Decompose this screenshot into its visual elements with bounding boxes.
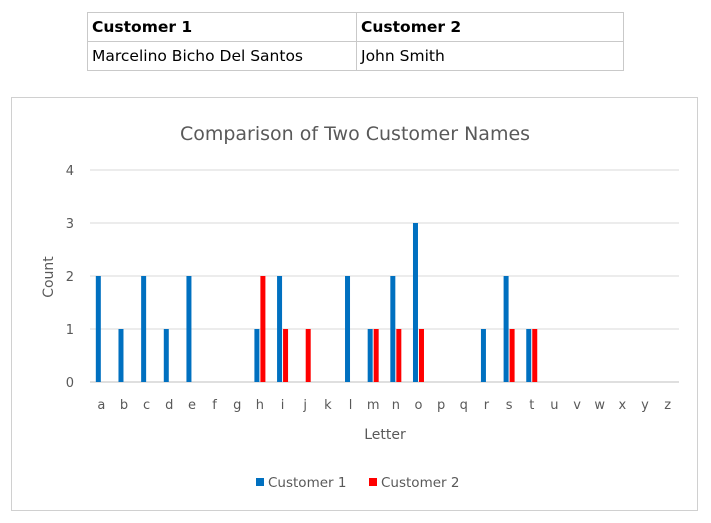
bar-customer-2-i xyxy=(283,329,289,382)
legend-swatch xyxy=(256,478,264,486)
x-tick-label: a xyxy=(97,398,105,413)
x-tick-label: b xyxy=(120,398,128,413)
bar-customer-2-h xyxy=(260,276,266,382)
x-tick-label: d xyxy=(165,398,173,413)
x-tick-label: m xyxy=(367,398,380,413)
x-tick-label: u xyxy=(550,398,558,413)
table-row: Marcelino Bicho Del Santos John Smith xyxy=(87,41,624,71)
y-axis-ticks: 0 1 2 3 4 xyxy=(66,164,74,391)
bars xyxy=(95,223,538,382)
x-tick-label: r xyxy=(484,398,490,413)
legend: Customer 1 Customer 2 xyxy=(256,475,459,491)
chart-title: Comparison of Two Customer Names xyxy=(180,123,530,145)
bar-customer-1-r xyxy=(480,329,486,382)
bar-customer-1-c xyxy=(141,276,147,382)
chart-area[interactable]: Comparison of Two Customer Names 0 1 2 3 4 a… xyxy=(11,97,698,511)
cell-customer-2-name[interactable]: John Smith xyxy=(356,41,624,71)
y-tick-label: 1 xyxy=(66,323,74,338)
x-tick-label: o xyxy=(414,398,422,413)
bar-customer-1-b xyxy=(118,329,124,382)
y-tick-label: 2 xyxy=(66,270,74,285)
y-tick-label: 4 xyxy=(66,164,74,179)
cell-customer-1-name[interactable]: Marcelino Bicho Del Santos xyxy=(87,41,357,71)
bar-customer-1-d xyxy=(163,329,169,382)
y-axis-label: Count xyxy=(41,256,57,298)
x-tick-label: c xyxy=(143,398,150,413)
x-tick-label: j xyxy=(302,398,307,413)
x-tick-label: x xyxy=(619,398,627,413)
legend-label: Customer 2 xyxy=(381,475,459,491)
y-tick-label: 0 xyxy=(66,376,74,391)
x-tick-label: h xyxy=(256,398,264,413)
x-tick-label: q xyxy=(460,398,468,413)
bar-customer-1-o xyxy=(412,223,418,382)
bar-customer-1-e xyxy=(186,276,192,382)
bar-customer-1-i xyxy=(277,276,283,382)
bar-customer-2-j xyxy=(305,329,311,382)
header-customer-1[interactable]: Customer 1 xyxy=(87,12,357,42)
x-tick-label: p xyxy=(437,398,445,413)
bar-customer-1-h xyxy=(254,329,260,382)
bar-customer-1-l xyxy=(345,276,351,382)
x-tick-label: w xyxy=(594,398,605,413)
bar-customer-1-n xyxy=(390,276,396,382)
bar-customer-1-s xyxy=(503,276,509,382)
x-tick-label: n xyxy=(392,398,400,413)
bar-customer-1-m xyxy=(367,329,373,382)
x-tick-label: f xyxy=(212,398,217,413)
bar-customer-1-t xyxy=(526,329,532,382)
gridlines xyxy=(90,169,679,383)
bar-customer-2-m xyxy=(373,329,379,382)
legend-swatch xyxy=(369,478,377,486)
x-tick-label: y xyxy=(641,398,649,413)
bar-customer-2-o xyxy=(418,329,424,382)
x-tick-label: g xyxy=(233,398,241,413)
bar-chart: Comparison of Two Customer Names 0 1 2 3 4 a… xyxy=(41,123,679,491)
legend-label: Customer 1 xyxy=(268,475,346,491)
x-tick-label: s xyxy=(506,398,513,413)
x-tick-label: v xyxy=(573,398,581,413)
header-customer-2[interactable]: Customer 2 xyxy=(356,12,624,42)
x-tick-label: t xyxy=(529,398,534,413)
x-tick-label: l xyxy=(349,398,353,413)
x-tick-label: z xyxy=(664,398,671,413)
table-header-row: Customer 1 Customer 2 xyxy=(87,12,624,42)
bar-customer-1-a xyxy=(95,276,101,382)
x-tick-label: k xyxy=(324,398,332,413)
bar-customer-2-s xyxy=(509,329,515,382)
x-axis-label: Letter xyxy=(364,427,406,443)
customer-table: Customer 1 Customer 2 Marcelino Bicho De… xyxy=(87,12,624,71)
x-tick-label: i xyxy=(281,398,285,413)
x-tick-label: e xyxy=(188,398,196,413)
bar-customer-2-n xyxy=(396,329,402,382)
y-tick-label: 3 xyxy=(66,217,74,232)
bar-customer-2-t xyxy=(532,329,538,382)
